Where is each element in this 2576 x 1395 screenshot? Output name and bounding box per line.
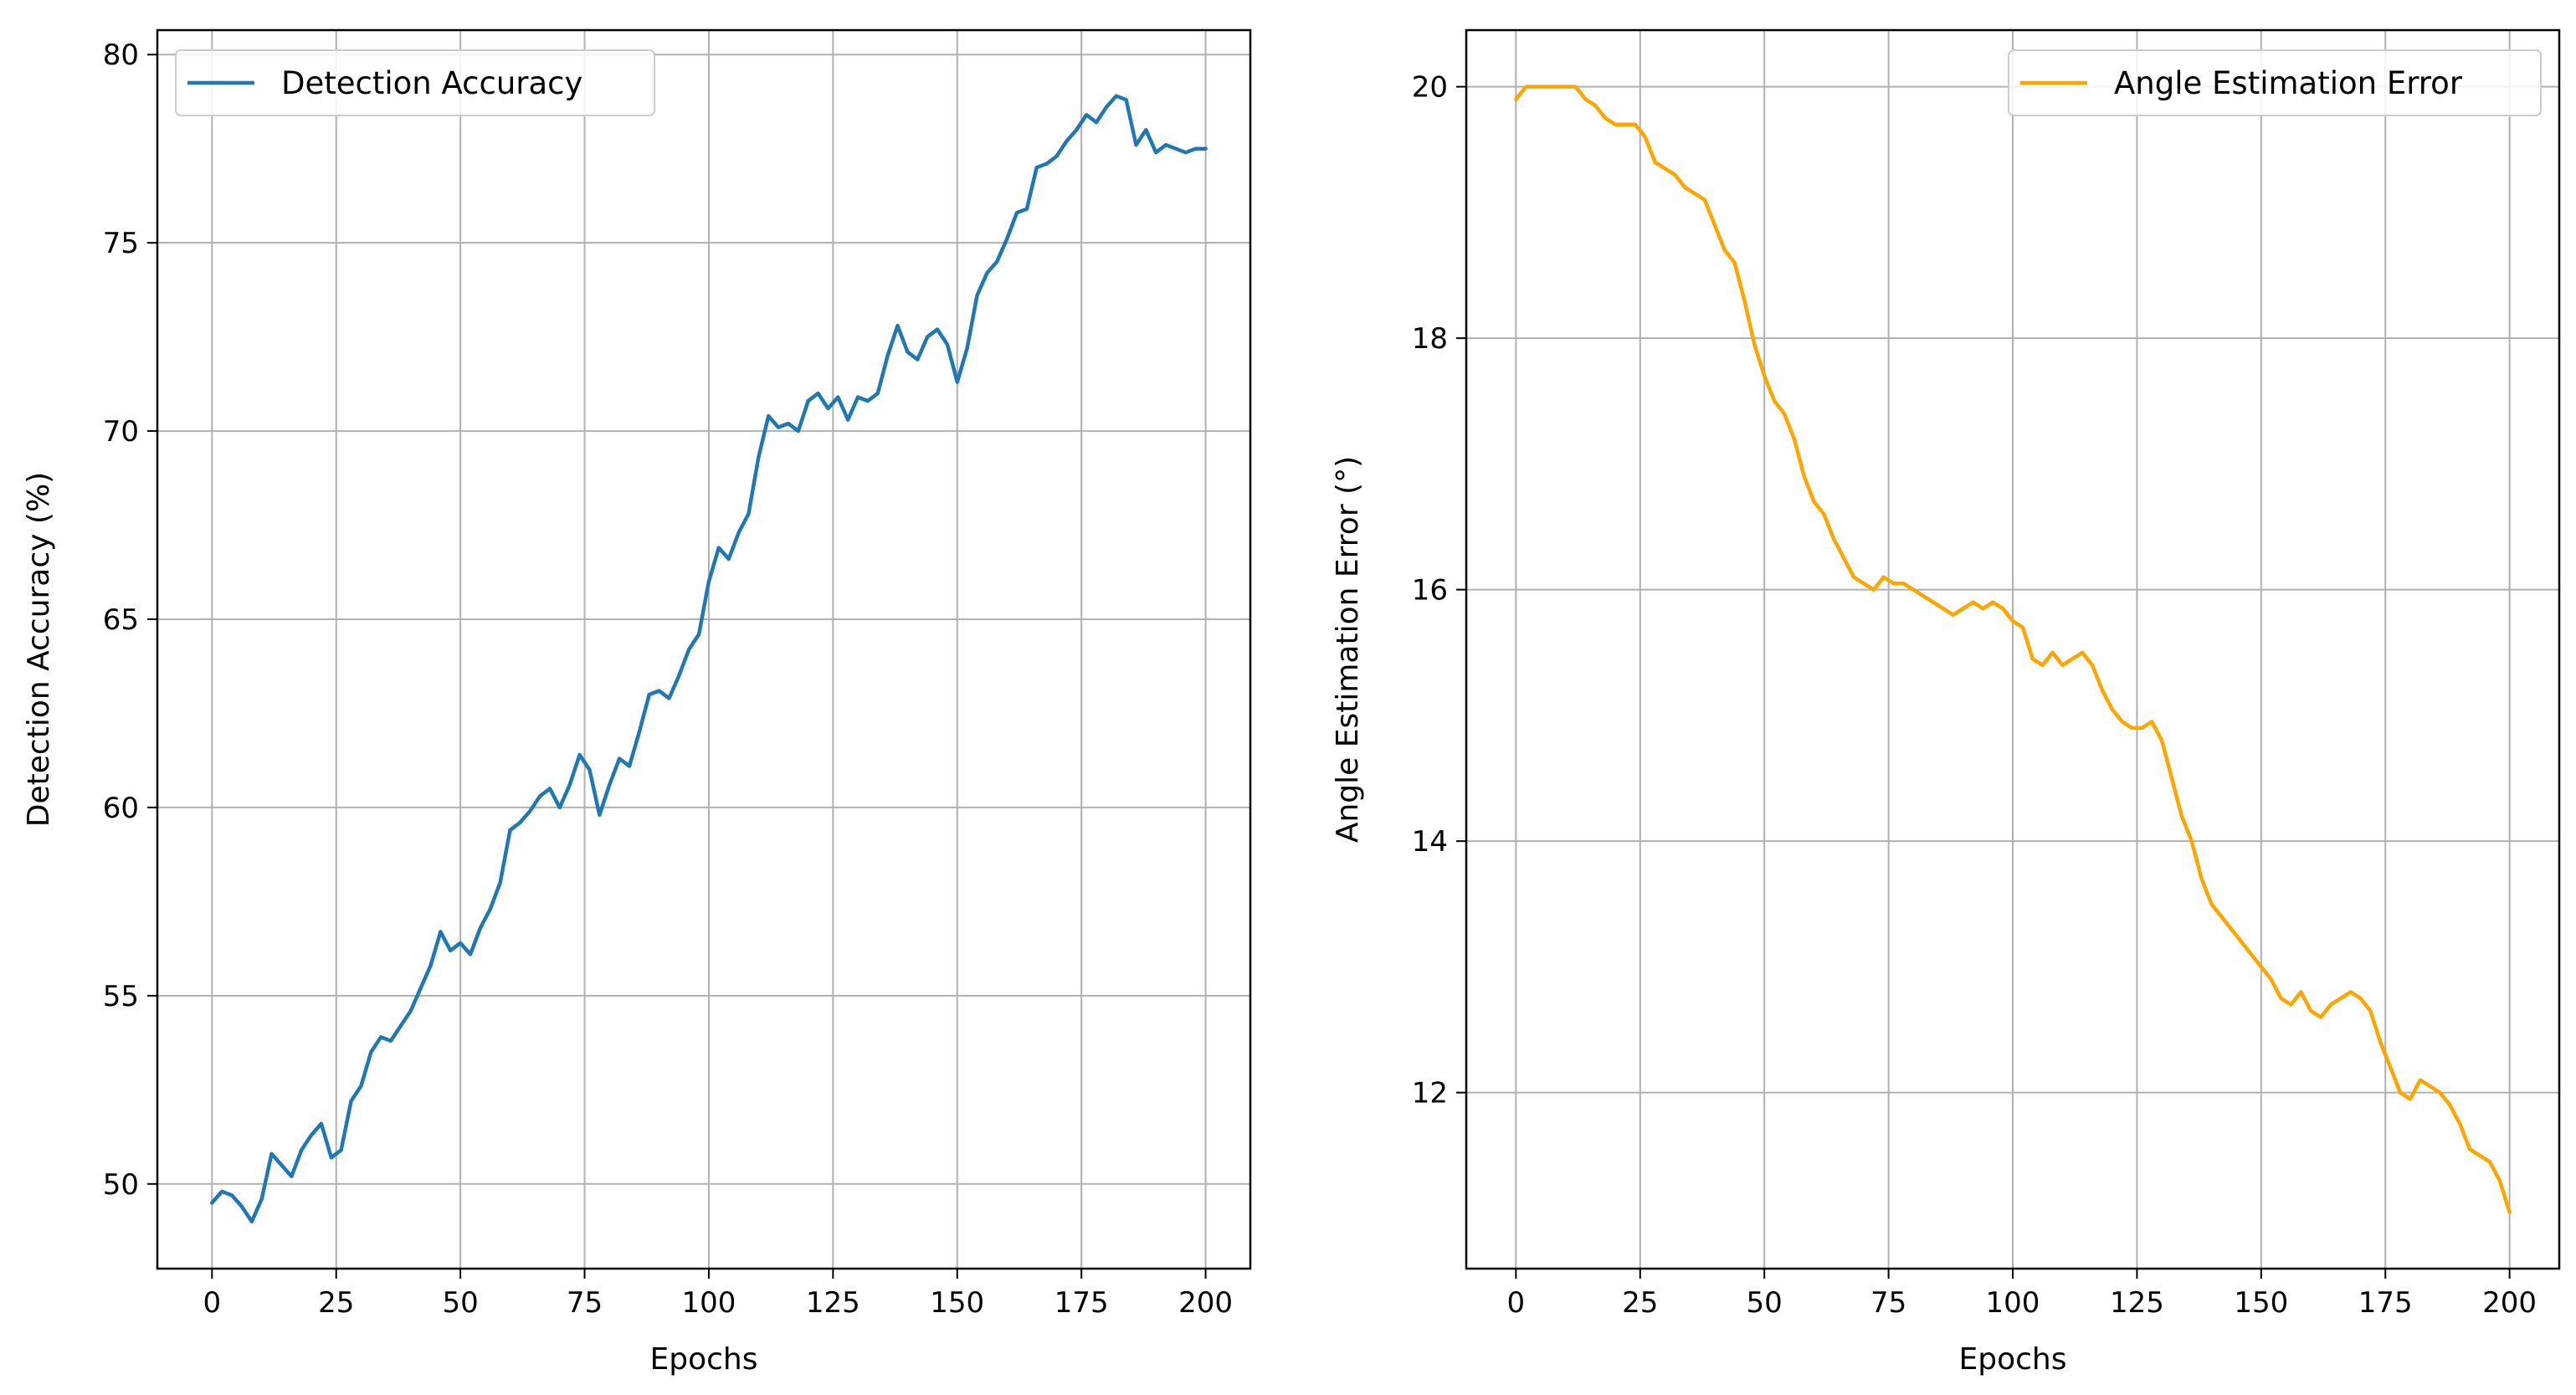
- angle-error-x-tick-label: 125: [2110, 1286, 2164, 1320]
- angle-error-y-axis-label: Angle Estimation Error (°): [1331, 456, 1365, 843]
- accuracy-x-tick-label: 125: [806, 1286, 860, 1320]
- angle-error-y-tick-label: 20: [1412, 71, 1448, 105]
- accuracy-y-axis-label: Detection Accuracy (%): [22, 472, 56, 827]
- accuracy-y-tick-label: 80: [103, 38, 139, 72]
- accuracy-ticks: 0 25 50 75 100 125 150 175 200 50 55 60 65 70 75 80: [103, 38, 1233, 1320]
- accuracy-y-tick-label: 55: [103, 980, 139, 1013]
- accuracy-axes-frame: [156, 28, 1252, 1270]
- accuracy-y-tick-label: 65: [103, 603, 139, 637]
- angle-error-y-tick-label: 18: [1412, 322, 1448, 356]
- angle-error-x-tick-label: 25: [1622, 1286, 1658, 1320]
- accuracy-x-tick-label: 175: [1055, 1286, 1109, 1320]
- angle-error-plot-area: [1514, 85, 2512, 1214]
- angle-error-x-tick-label: 75: [1870, 1286, 1906, 1320]
- angle-error-legend-box: [2008, 49, 2542, 116]
- angle-error-y-tick-label: 16: [1412, 574, 1448, 608]
- angle-error-y-tick-label: 14: [1412, 825, 1448, 859]
- accuracy-y-tick-label: 70: [103, 415, 139, 449]
- accuracy-x-axis-label: Epochs: [650, 1342, 758, 1377]
- accuracy-plot-area: [210, 94, 1208, 1224]
- angle-error-x-tick-label: 150: [2234, 1286, 2288, 1320]
- angle-error-x-tick-label: 175: [2358, 1286, 2413, 1320]
- angle-error-x-tick-label: 50: [1747, 1286, 1783, 1320]
- accuracy-x-tick-label: 150: [930, 1286, 984, 1320]
- angle-error-y-tick-label: 12: [1412, 1077, 1448, 1110]
- accuracy-y-tick-label: 50: [103, 1168, 139, 1202]
- accuracy-legend-label: Detection Accuracy: [281, 65, 582, 101]
- angle-error-x-axis-label: Epochs: [1959, 1342, 2067, 1377]
- accuracy-chart: 0 25 50 75 100 125 150 175 200 50 55 60 65 70 75 80 Epo…: [22, 28, 1252, 1377]
- accuracy-x-tick-label: 100: [681, 1286, 736, 1320]
- angle-error-x-tick-label: 200: [2482, 1286, 2537, 1320]
- accuracy-legend: Detection Accuracy: [175, 49, 655, 116]
- angle-error-series-line: [1514, 85, 2512, 1214]
- accuracy-grid: [157, 30, 1250, 1269]
- angle-error-x-tick-label: 0: [1507, 1286, 1526, 1320]
- accuracy-series-line: [210, 94, 1208, 1224]
- accuracy-x-tick-label: 50: [442, 1286, 478, 1320]
- accuracy-legend-box: [175, 49, 655, 116]
- angle-error-legend: Angle Estimation Error: [2008, 49, 2542, 116]
- accuracy-x-tick-label: 25: [318, 1286, 354, 1320]
- accuracy-y-tick-label: 60: [103, 792, 139, 825]
- accuracy-x-tick-label: 200: [1178, 1286, 1233, 1320]
- angle-error-x-tick-label: 100: [1986, 1286, 2040, 1320]
- angle-error-ticks: 0 25 50 75 100 125 150 175 200 12 14 16 18 20: [1412, 71, 2537, 1320]
- accuracy-x-tick-label: 75: [567, 1286, 603, 1320]
- angle-error-grid: [1466, 30, 2559, 1269]
- angle-error-legend-label: Angle Estimation Error: [2114, 65, 2463, 101]
- accuracy-y-tick-label: 75: [103, 227, 139, 260]
- accuracy-x-tick-label: 0: [203, 1286, 221, 1320]
